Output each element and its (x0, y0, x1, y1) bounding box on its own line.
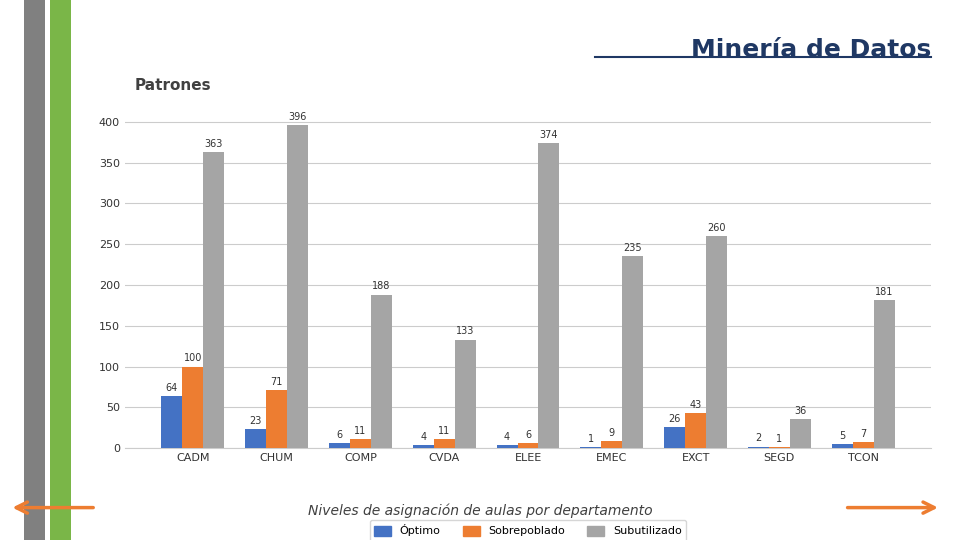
Text: Minería de Datos: Minería de Datos (691, 38, 931, 62)
Bar (434, 439, 455, 448)
Legend: Óptimo, Sobrepoblado, Subutilizado: Óptimo, Sobrepoblado, Subutilizado (370, 520, 686, 540)
Text: 9: 9 (609, 428, 614, 437)
Text: 374: 374 (540, 130, 558, 140)
Text: 36: 36 (794, 406, 806, 416)
Text: 23: 23 (250, 416, 262, 426)
Bar (622, 256, 643, 448)
Text: 2: 2 (756, 433, 761, 443)
Text: 43: 43 (689, 400, 702, 410)
Bar (664, 427, 685, 448)
Bar (601, 441, 622, 448)
Bar (161, 396, 182, 448)
Text: 11: 11 (438, 426, 450, 436)
Text: 1: 1 (588, 434, 594, 444)
Text: 71: 71 (271, 377, 283, 387)
Bar (371, 295, 392, 448)
Bar (245, 429, 266, 448)
Text: 7: 7 (860, 429, 866, 439)
Text: 11: 11 (354, 426, 367, 436)
Bar (182, 367, 204, 448)
Bar (706, 236, 727, 448)
Bar (517, 443, 539, 448)
Bar (455, 340, 475, 448)
Text: 396: 396 (288, 112, 307, 122)
Text: 6: 6 (525, 430, 531, 440)
Bar (831, 444, 852, 448)
Bar (685, 413, 706, 448)
Text: 100: 100 (183, 353, 202, 363)
Bar (204, 152, 225, 448)
Text: 64: 64 (166, 383, 178, 393)
Text: 4: 4 (504, 431, 510, 442)
Bar (790, 419, 811, 448)
Text: Niveles de asignación de aulas por departamento: Niveles de asignación de aulas por depar… (308, 504, 652, 518)
Bar (539, 143, 560, 448)
Text: 363: 363 (204, 139, 223, 148)
Text: 235: 235 (623, 243, 642, 253)
Text: 181: 181 (875, 287, 893, 297)
Text: 260: 260 (708, 222, 726, 233)
Bar (769, 447, 790, 448)
Text: 5: 5 (839, 431, 846, 441)
Bar (496, 445, 517, 448)
Bar (874, 300, 895, 448)
Text: 188: 188 (372, 281, 391, 292)
Bar (852, 442, 874, 448)
Text: Patrones: Patrones (134, 78, 211, 93)
Bar (350, 439, 371, 448)
Bar (748, 447, 769, 448)
Text: 26: 26 (668, 414, 681, 424)
Text: 1: 1 (777, 434, 782, 444)
Bar (581, 447, 601, 448)
Text: 6: 6 (336, 430, 343, 440)
Bar (287, 125, 308, 448)
Text: 133: 133 (456, 326, 474, 336)
Text: 4: 4 (420, 431, 426, 442)
Bar (329, 443, 350, 448)
Bar (413, 445, 434, 448)
Bar (266, 390, 287, 448)
